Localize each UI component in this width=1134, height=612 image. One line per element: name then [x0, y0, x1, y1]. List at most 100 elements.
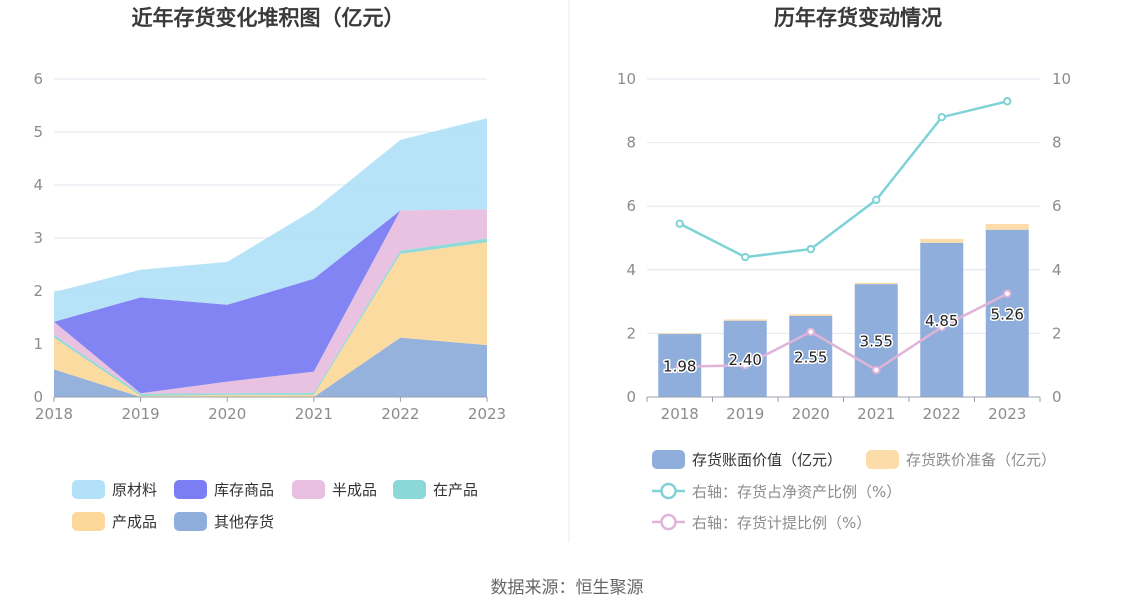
legend-label: 存货账面价值（亿元）	[692, 451, 842, 469]
bar-impairment	[658, 333, 702, 335]
legend-label: 存货跌价准备（亿元）	[906, 451, 1056, 469]
legend-item-line-0[interactable]: 右轴：存货占净资产比例（%）	[652, 482, 901, 501]
legend-label: 在产品	[433, 481, 478, 499]
left-y-tick: 5	[33, 123, 43, 141]
bar-value-label: 1.98	[663, 358, 696, 376]
right-y-tick: 8	[626, 134, 636, 152]
left-x-tick: 2022	[381, 405, 419, 423]
bar-value-label: 2.55	[794, 348, 827, 366]
area-半成品	[54, 209, 487, 394]
line-point	[675, 219, 684, 228]
right-y2-tick: 2	[1052, 324, 1062, 342]
left-x-tick: 2021	[295, 405, 333, 423]
right-y-tick: 10	[617, 70, 636, 88]
line-point	[741, 361, 750, 370]
legend-item-book-value[interactable]: 存货账面价值（亿元）	[652, 450, 842, 469]
area-库存商品	[54, 209, 487, 394]
legend-item-产成品[interactable]: 产成品	[72, 512, 157, 531]
bar-value-label: 5.26	[991, 305, 1024, 323]
right-x-tick: 2020	[792, 405, 830, 423]
legend-swatch	[72, 480, 105, 499]
left-y-tick: 2	[33, 282, 43, 300]
line-point	[806, 244, 815, 254]
right-y-tick: 2	[626, 324, 636, 342]
line-point	[1003, 97, 1012, 106]
right-y2-tick: 4	[1052, 261, 1062, 279]
legend-swatch	[652, 450, 685, 469]
bar-impairment	[789, 314, 833, 316]
legend-label: 原材料	[112, 481, 157, 499]
left-x-tick: 2020	[208, 405, 246, 423]
right-y-tick: 0	[626, 388, 636, 406]
right-axis: 0 2 4 6 8 10 0 2 4 6 8 10 2018 2019 2020 2021 2022 2023	[617, 70, 1071, 423]
area-原材料	[54, 118, 487, 322]
left-y-tick: 4	[33, 176, 43, 194]
left-chart-title: 近年存货变化堆积图（亿元）	[132, 6, 405, 30]
right-lines: 1.98 2.40 2.55 3.55 4.85 5.26	[662, 97, 1025, 377]
right-x-tick: 2019	[726, 405, 764, 423]
line-point	[872, 365, 881, 375]
legend-item-库存商品[interactable]: 库存商品	[174, 480, 274, 499]
right-y-tick: 6	[626, 197, 636, 215]
legend-item-line-1[interactable]: 右轴：存货计提比例（%）	[652, 513, 871, 532]
bar-line-chart: 历年存货变动情况 1.98 2.40 2.55 3.55 4.85 5.26 0 2 4 6 8 1…	[617, 6, 1071, 532]
left-x-tick: 2018	[35, 405, 73, 423]
legend-swatch	[174, 480, 207, 499]
bar-impairment	[854, 282, 898, 285]
legend-swatch	[393, 480, 426, 499]
left-x-tick: 2023	[468, 405, 506, 423]
bar-value-label: 2.40	[729, 351, 762, 369]
data-source: 数据来源：恒生聚源	[491, 578, 644, 598]
legend-item-在产品[interactable]: 在产品	[393, 480, 478, 499]
area-产成品	[54, 242, 487, 397]
right-chart-title: 历年存货变动情况	[774, 6, 942, 30]
legend-swatch	[866, 450, 899, 469]
right-legend[interactable]: 存货账面价值（亿元） 存货跌价准备（亿元） 右轴：存货占净资产比例（%） 右轴：存货计…	[652, 450, 1056, 532]
legend-label: 库存商品	[214, 481, 274, 499]
left-areas	[54, 118, 487, 397]
line-point	[1003, 289, 1012, 298]
line-point	[937, 322, 946, 332]
right-x-tick: 2022	[923, 405, 961, 423]
legend-marker	[660, 513, 677, 531]
left-y-tick: 3	[33, 229, 43, 247]
legend-swatch	[72, 512, 105, 531]
bar-value-label: 3.55	[860, 333, 893, 351]
bar-impairment	[920, 238, 964, 243]
legend-swatch	[292, 480, 325, 499]
line-point	[806, 327, 815, 337]
left-y-tick: 1	[33, 335, 43, 353]
line-series-0	[679, 100, 1008, 259]
right-x-tick: 2021	[857, 405, 895, 423]
left-y-tick: 6	[33, 70, 43, 88]
legend-swatch	[174, 512, 207, 531]
legend-label: 半成品	[332, 481, 377, 499]
right-bars	[658, 224, 1029, 397]
legend-label: 产成品	[112, 513, 157, 531]
line-point	[741, 252, 750, 262]
right-y2-tick: 10	[1052, 70, 1071, 88]
bar-value-label: 4.85	[925, 312, 958, 330]
right-y2-tick: 8	[1052, 134, 1062, 152]
area-其他存货	[54, 337, 487, 397]
legend-label: 右轴：存货占净资产比例（%）	[692, 483, 901, 501]
right-y-tick: 4	[626, 261, 636, 279]
right-y2-tick: 6	[1052, 197, 1062, 215]
legend-marker	[660, 482, 677, 500]
legend-item-半成品[interactable]: 半成品	[292, 480, 377, 499]
line-point	[675, 362, 684, 371]
legend-item-impairment[interactable]: 存货跌价准备（亿元）	[866, 450, 1056, 469]
legend-item-原材料[interactable]: 原材料	[72, 480, 157, 499]
bar-impairment	[985, 224, 1029, 230]
legend-label: 其他存货	[214, 513, 274, 531]
legend-label: 右轴：存货计提比例（%）	[692, 514, 871, 532]
right-y2-tick: 0	[1052, 388, 1062, 406]
right-x-tick: 2023	[988, 405, 1026, 423]
line-point	[937, 112, 946, 122]
right-x-tick: 2018	[661, 405, 699, 423]
left-x-tick: 2019	[122, 405, 160, 423]
left-y-tick: 0	[33, 388, 43, 406]
legend-item-其他存货[interactable]: 其他存货	[174, 512, 274, 531]
